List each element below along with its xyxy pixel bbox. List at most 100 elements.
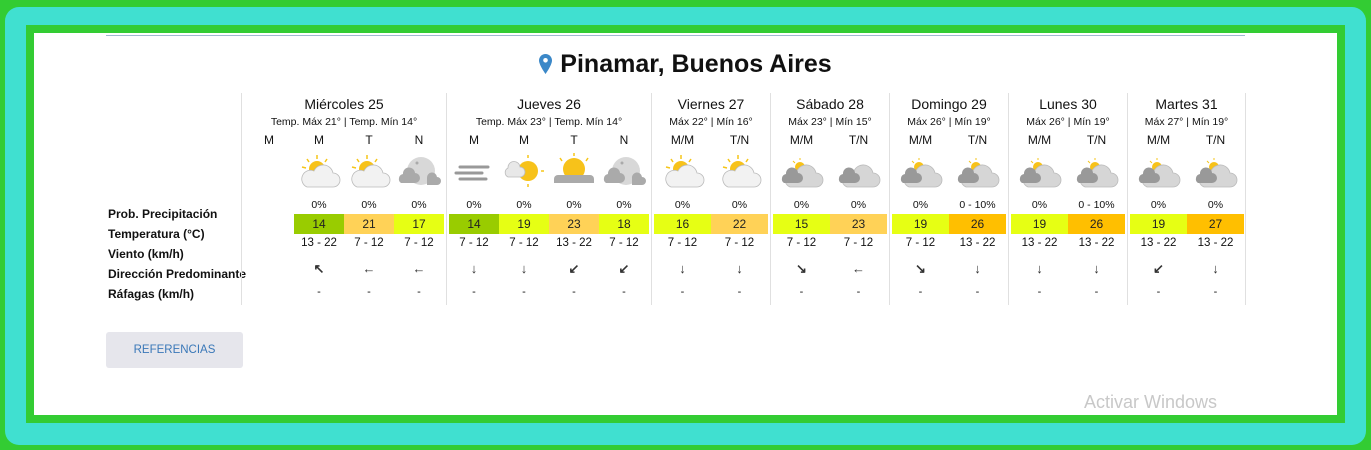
location-name: Pinamar, Buenos Aires [560, 50, 832, 78]
partly-cloudy-day-icon [297, 153, 341, 189]
period-label: N [414, 133, 424, 147]
temperature-cell: 16 [654, 214, 711, 234]
gusts-value: - [1156, 286, 1161, 298]
gusts-value: - [975, 286, 980, 298]
period-label: M/M [789, 133, 814, 147]
period-slot: T 0% 21 7 - 12 ← - [344, 93, 394, 305]
day-name: Viernes 27 [677, 96, 745, 112]
wind-direction-arrow-icon: ↓ [1093, 261, 1100, 276]
sunny-cloud-icon [502, 153, 546, 189]
day-column: Viernes 27 Máx 22° | Mín 16° M/M 0% 16 7 - 12… [651, 93, 770, 305]
sunny-dark-cloud-icon [552, 153, 596, 189]
precip-probability: 0% [850, 199, 867, 211]
period-slot: M 0% 19 7 - 12 ↓ - [499, 93, 549, 305]
top-divider [106, 33, 1245, 36]
period-slot: M/M 0% 16 7 - 12 ↓ - [654, 93, 711, 305]
mostly-cloudy-day-icon [780, 153, 824, 189]
day-temp-range: Temp. Máx 21° | Temp. Mín 14° [270, 116, 418, 128]
temperature-cell: 15 [773, 214, 830, 234]
gusts-value: - [622, 286, 626, 298]
day-temp-range: Temp. Máx 23° | Temp. Mín 14° [475, 116, 623, 128]
precip-probability: 0% [411, 199, 427, 211]
precip-probability: 0% [616, 199, 632, 211]
day-temp-range: Máx 23° | Mín 15° [788, 116, 872, 128]
period-label: M/M [670, 133, 695, 147]
temperature-cell: 18 [599, 214, 649, 234]
label-wind: Viento (km/h) [108, 247, 184, 261]
wind-speed: 7 - 12 [354, 237, 384, 249]
cloudy-icon [837, 153, 881, 189]
period-slot: M/M 0% 19 13 - 22 ↓ - [1011, 93, 1068, 305]
period-slot: T/N 0% 22 7 - 12 ↓ - [711, 93, 768, 305]
day-temp-range: Máx 27° | Mín 19° [1144, 116, 1229, 128]
wind-speed: 13 - 22 [301, 237, 337, 249]
wind-direction-arrow-icon: ↘ [796, 261, 807, 276]
wind-speed: 7 - 12 [404, 237, 434, 249]
period-label: M/M [1027, 133, 1052, 147]
location-pin-icon [539, 54, 553, 74]
temperature-cell: 27 [1187, 214, 1244, 234]
gusts-value: - [522, 286, 526, 298]
period-label: M [469, 133, 479, 147]
gusts-value: - [680, 286, 685, 298]
wind-speed: 7 - 12 [509, 237, 539, 249]
mostly-cloudy-day-icon [956, 153, 1000, 189]
wind-direction-arrow-icon: ↓ [1036, 261, 1043, 276]
wind-speed: 7 - 12 [905, 237, 936, 249]
period-slot: M [244, 93, 294, 305]
precip-probability: 0% [311, 199, 327, 211]
temperature-cell: 23 [549, 214, 599, 234]
wind-direction-arrow-icon: ↓ [736, 261, 743, 276]
label-temp: Temperatura (°C) [108, 227, 205, 241]
referencias-button[interactable]: REFERENCIAS [106, 332, 243, 368]
wind-direction-arrow-icon: ↙ [1153, 261, 1164, 276]
cloudy-night-icon [602, 153, 646, 189]
wind-direction-arrow-icon: ↓ [520, 261, 528, 276]
precip-probability: 0% [1031, 199, 1048, 211]
gusts-value: - [1037, 286, 1042, 298]
label-direction: Dirección Predominante [108, 267, 247, 281]
gusts-value: - [856, 286, 861, 298]
period-label: M [264, 133, 274, 147]
day-column: Miércoles 25 Temp. Máx 21° | Temp. Mín 14… [241, 93, 446, 305]
period-slot: M 0% 14 7 - 12 ↓ - [449, 93, 499, 305]
precip-probability: 0% [1207, 199, 1224, 211]
day-temp-range: Máx 26° | Mín 19° [1026, 116, 1110, 128]
day-temp-range: Máx 26° | Mín 19° [907, 116, 991, 128]
period-label: T/N [729, 133, 750, 147]
day-temp-range: Máx 22° | Mín 16° [669, 116, 753, 128]
mostly-cloudy-day-icon [1075, 153, 1119, 189]
wind-direction-arrow-icon: ← [412, 261, 426, 276]
precip-probability: 0% [731, 199, 748, 211]
gusts-value: - [918, 286, 923, 298]
period-slot: M/M 0% 19 7 - 12 ↘ - [892, 93, 949, 305]
period-slot: M 0% 14 13 - 22 ↖ - [294, 93, 344, 305]
mostly-cloudy-day-icon [1018, 153, 1062, 189]
precip-probability: 0 - 10% [959, 199, 996, 211]
wind-speed: 7 - 12 [724, 237, 755, 249]
wind-direction-arrow-icon: ↘ [915, 261, 926, 276]
temperature-cell: 21 [344, 214, 394, 234]
temperature-cell: 14 [294, 214, 344, 234]
wind-direction-arrow-icon: ↙ [568, 261, 580, 276]
temperature-cell: 17 [394, 214, 444, 234]
temperature-cell: 19 [499, 214, 549, 234]
day-column: Lunes 30 Máx 26° | Mín 19° M/M 0% 19 13 - 22 ↓… [1008, 93, 1127, 305]
wind-speed: 7 - 12 [609, 237, 639, 249]
temperature-cell: 19 [1011, 214, 1068, 234]
gusts-value: - [1094, 286, 1099, 298]
wind-direction-arrow-icon: ← [852, 261, 865, 276]
period-slot: T/N 0% 27 13 - 22 ↓ - [1187, 93, 1244, 305]
wind-speed: 13 - 22 [1140, 237, 1177, 249]
label-precip: Prob. Precipitación [108, 207, 218, 221]
precip-probability: 0% [912, 199, 929, 211]
wind-direction-arrow-icon: ↓ [1212, 261, 1219, 276]
wind-speed: 7 - 12 [843, 237, 874, 249]
gusts-value: - [317, 286, 321, 298]
partly-cloudy-day-icon [347, 153, 391, 189]
period-label: T/N [1086, 133, 1107, 147]
wind-direction-arrow-icon: ↓ [974, 261, 981, 276]
gusts-value: - [417, 286, 421, 298]
period-label: M [519, 133, 529, 147]
period-label: T [570, 133, 578, 147]
